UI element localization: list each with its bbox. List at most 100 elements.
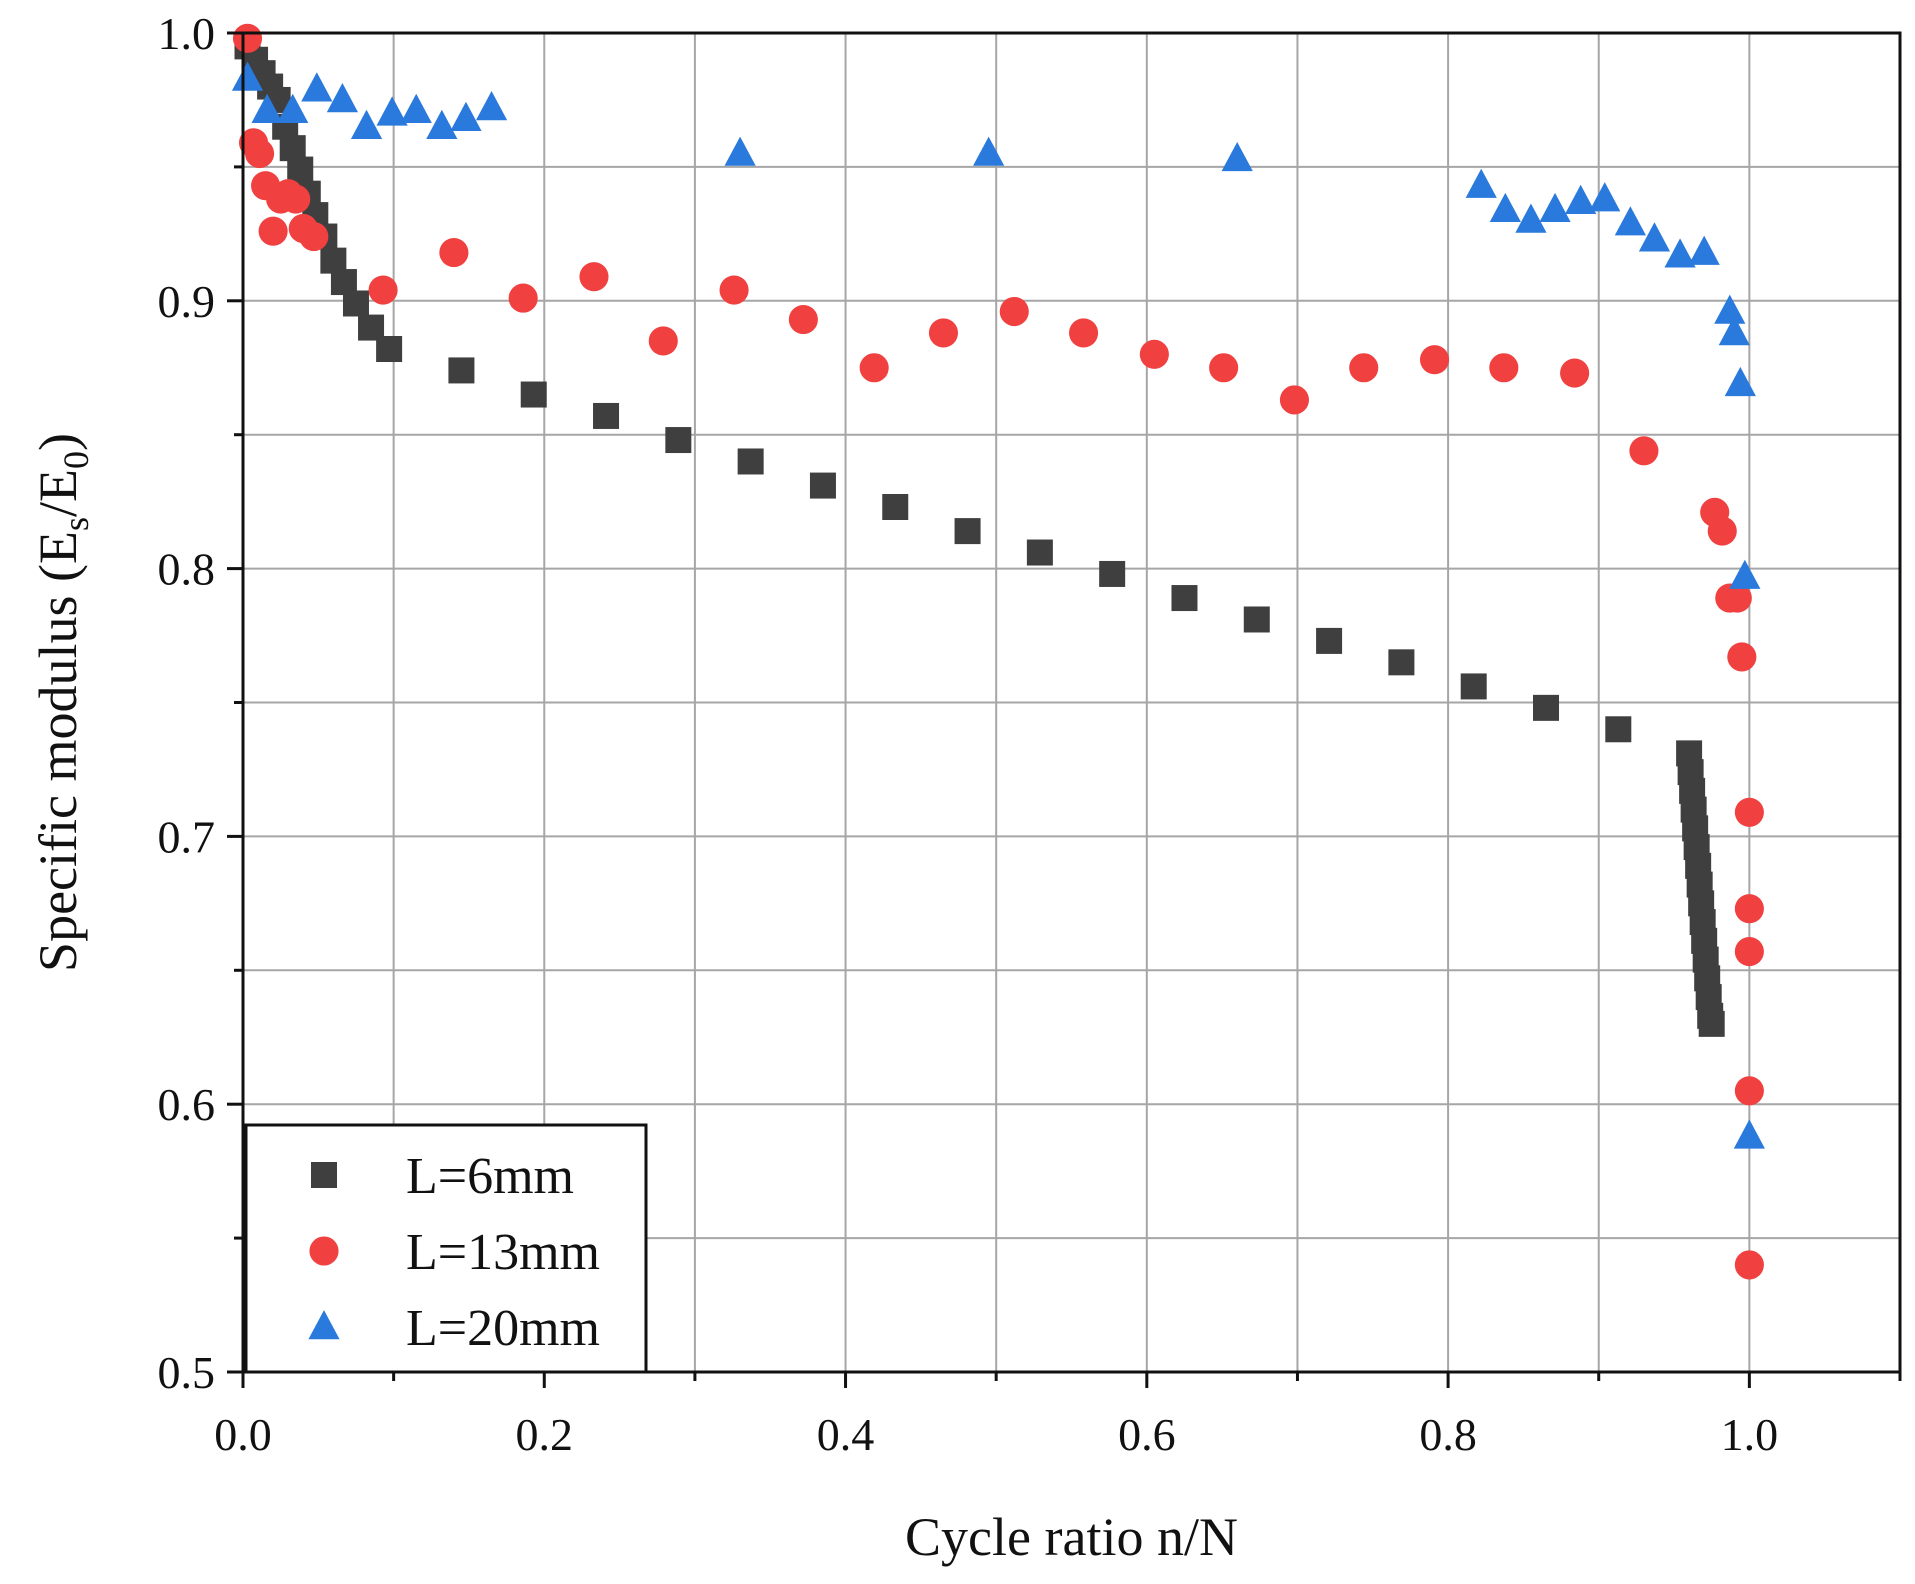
data-point-triangle — [973, 136, 1005, 166]
x-tick-label: 0.4 — [817, 1409, 875, 1460]
data-point-triangle — [1718, 316, 1750, 346]
data-point-circle — [1489, 353, 1519, 383]
series-L=6mm — [234, 33, 1725, 1037]
data-point-triangle — [350, 109, 383, 140]
grid — [243, 33, 1900, 1372]
y-tick-label: 0.8 — [158, 544, 216, 595]
data-point-circle — [1209, 353, 1239, 383]
data-point-triangle — [1465, 168, 1497, 198]
x-tick-label: 0.0 — [214, 1409, 272, 1460]
data-point-circle — [648, 326, 678, 356]
data-point-triangle — [400, 93, 432, 123]
data-point-square — [665, 427, 692, 454]
data-point-square — [1243, 606, 1270, 633]
data-point-circle — [1734, 1250, 1764, 1280]
y-tick-label: 0.5 — [158, 1347, 216, 1398]
data-point-square — [809, 472, 836, 499]
y-tick-label: 1.0 — [158, 8, 216, 59]
data-point-triangle — [1515, 203, 1547, 233]
data-point-circle — [1349, 353, 1379, 383]
legend-item: L=13mm — [309, 1224, 600, 1281]
data-point-circle — [439, 238, 469, 268]
data-point-triangle — [475, 91, 508, 121]
data-point-square — [1605, 716, 1632, 743]
data-point-circle — [1279, 385, 1310, 415]
x-tick-label: 0.2 — [516, 1409, 574, 1460]
legend-marker-square — [311, 1162, 337, 1188]
data-point-square — [593, 402, 620, 429]
data-point-circle — [1722, 583, 1752, 613]
y-tick-label: 0.9 — [158, 276, 216, 327]
data-point-square — [1533, 694, 1560, 721]
data-point-triangle — [724, 136, 756, 166]
data-point-square — [287, 156, 314, 183]
data-point-triangle — [1221, 141, 1253, 172]
y-axis-title-sub1: s — [56, 517, 96, 531]
series-L=13mm — [232, 23, 1764, 1280]
data-point-triangle — [376, 96, 408, 126]
legend-label: L=6mm — [406, 1148, 574, 1205]
data-point-triangle — [326, 83, 359, 113]
data-point-triangle — [450, 101, 482, 131]
data-point-triangle — [1589, 182, 1621, 212]
data-point-circle — [928, 318, 959, 348]
data-point-circle — [245, 138, 275, 169]
legend-label: L=20mm — [406, 1300, 600, 1357]
data-point-triangle — [1614, 206, 1646, 236]
y-tick-label: 0.7 — [158, 811, 216, 862]
data-point-circle — [788, 304, 818, 335]
data-point-square — [1698, 1010, 1725, 1037]
legend-item: L=20mm — [308, 1300, 600, 1357]
data-point-triangle — [1724, 366, 1756, 397]
legend-items: L=6mm L=13mm L=20mm — [308, 1148, 600, 1357]
data-point-circle — [1629, 436, 1659, 466]
data-point-triangle — [301, 72, 333, 102]
data-point-circle — [719, 275, 749, 305]
data-point-square — [1316, 627, 1343, 654]
data-point-triangle — [277, 93, 309, 123]
data-point-square — [342, 290, 369, 317]
data-point-circle — [1419, 345, 1450, 375]
data-point-circle — [232, 23, 263, 53]
y-tick-label: 0.6 — [158, 1079, 216, 1130]
data-point-square — [882, 494, 909, 521]
x-tick-label: 0.6 — [1118, 1409, 1176, 1460]
data-point-circle — [1734, 936, 1764, 967]
x-tick-label: 1.0 — [1721, 1409, 1779, 1460]
tick-labels: 0.0 0.2 0.4 0.6 0.8 1.0 0.5 0.6 0.7 0.8 0.9 1.0 — [158, 8, 1779, 1460]
data-point-square — [1171, 585, 1198, 612]
data-point-circle — [368, 275, 398, 305]
y-axis-title-sub2: 0 — [56, 451, 96, 469]
legend: L=6mm L=13mm L=20mm — [244, 1123, 648, 1374]
x-tick-label: 0.8 — [1419, 1409, 1477, 1460]
y-axis-title-main: Specific modulus (E — [28, 531, 88, 972]
data-point-triangle — [1664, 238, 1696, 268]
data-point-circle — [1734, 894, 1764, 924]
data-point-circle — [1734, 797, 1764, 827]
y-axis-title-mid: /E — [28, 469, 88, 517]
data-point-square — [737, 448, 764, 475]
data-point-circle — [1734, 1076, 1764, 1106]
legend-marker-circle — [309, 1236, 339, 1266]
data-point-circle — [999, 296, 1029, 327]
data-point-circle — [299, 221, 329, 252]
data-point-triangle — [1565, 184, 1597, 214]
data-point-circle — [508, 283, 538, 313]
y-axis-title-end: ) — [28, 433, 88, 451]
legend-marker-triangle — [308, 1310, 340, 1340]
y-axis-title: Specific modulus (Es/E0) — [28, 433, 96, 972]
series-layer — [231, 23, 1765, 1280]
data-point-circle — [859, 353, 889, 383]
data-point-triangle — [1638, 222, 1671, 252]
data-point-triangle — [1733, 1119, 1765, 1149]
data-point-circle — [1139, 339, 1169, 369]
data-point-triangle — [1688, 235, 1720, 265]
data-point-square — [376, 336, 403, 363]
data-point-square — [520, 381, 547, 408]
data-point-square — [448, 357, 475, 384]
legend-item: L=6mm — [311, 1148, 574, 1205]
data-point-circle — [281, 184, 311, 214]
data-point-triangle — [251, 93, 283, 123]
data-point-triangle — [1539, 192, 1571, 223]
